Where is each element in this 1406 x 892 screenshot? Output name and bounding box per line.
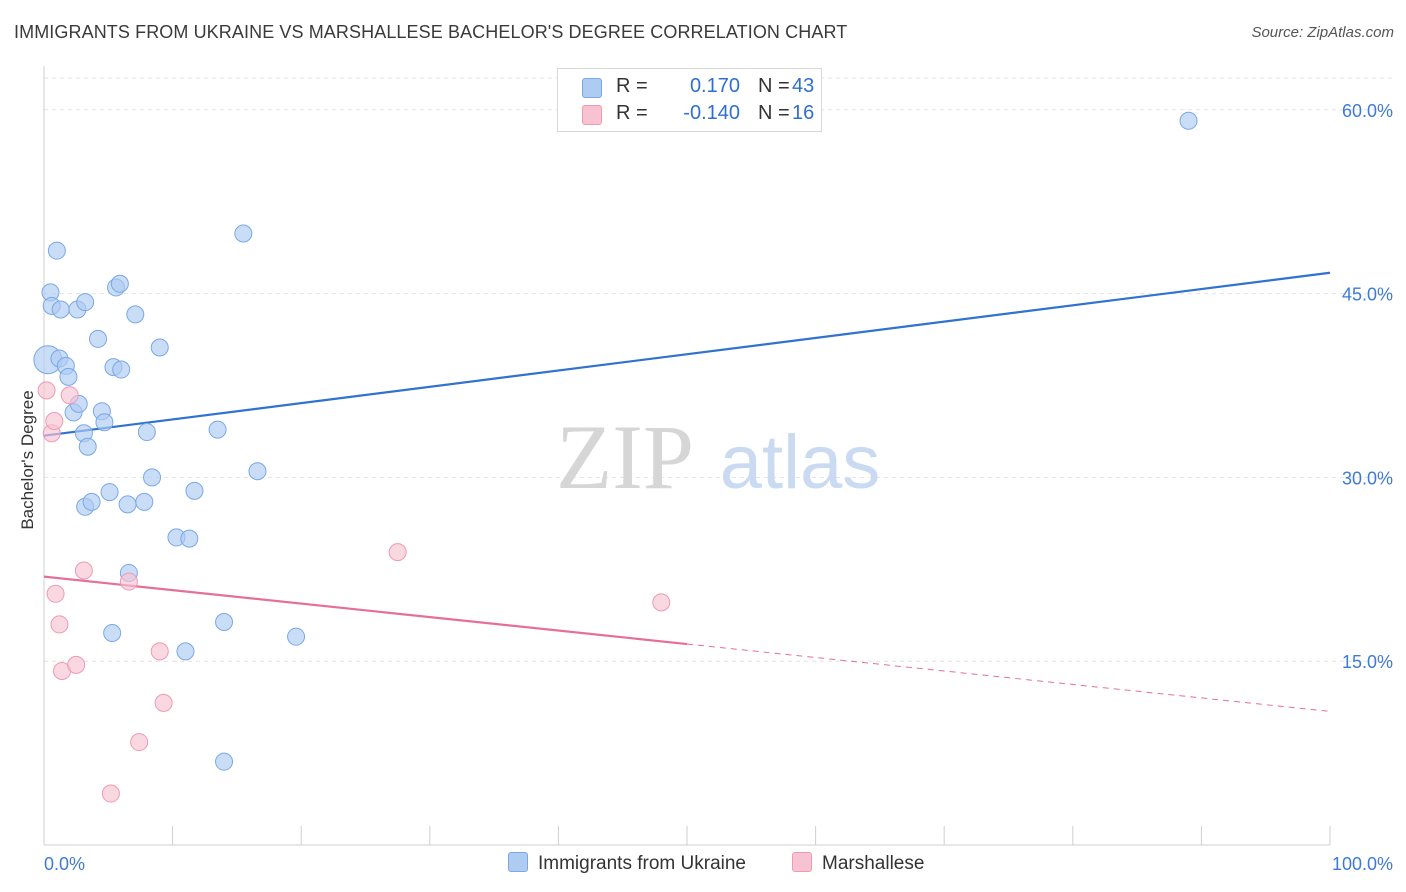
y-tick-label: 15.0%	[1342, 652, 1393, 672]
legend-r-value: -0.140	[683, 102, 740, 124]
data-point-ukraine	[103, 624, 122, 643]
bottom-legend-swatch-ukraine	[508, 852, 528, 872]
data-point-ukraine	[51, 300, 70, 319]
data-point-ukraine	[248, 462, 267, 481]
data-point-ukraine	[185, 481, 204, 500]
chart-title: IMMIGRANTS FROM UKRAINE VS MARSHALLESE B…	[14, 22, 848, 42]
data-point-marshallese	[150, 642, 169, 661]
legend-r-value: 0.170	[689, 75, 740, 97]
data-point-marshallese	[74, 561, 93, 580]
data-point-ukraine	[135, 492, 154, 511]
data-point-marshallese	[60, 386, 79, 405]
data-point-marshallese	[67, 655, 86, 674]
data-point-marshallese	[37, 381, 56, 400]
trend-layer	[43, 271, 1331, 712]
data-point-ukraine	[180, 529, 199, 548]
grid-layer	[44, 77, 1394, 662]
points-layer	[33, 111, 1198, 803]
legend-swatch-ukraine	[582, 78, 602, 98]
data-point-marshallese	[45, 412, 64, 431]
legend-n-label: N =	[758, 102, 790, 124]
data-point-ukraine	[215, 752, 234, 771]
data-point-ukraine	[234, 224, 253, 243]
y-axis-label: Bachelor's Degree	[18, 390, 37, 530]
data-point-ukraine	[76, 293, 95, 312]
data-point-ukraine	[47, 241, 66, 260]
data-point-marshallese	[130, 733, 149, 752]
bottom-legend-label-ukraine: Immigrants from Ukraine	[538, 853, 746, 874]
data-point-marshallese	[154, 693, 173, 712]
bottom-legend-swatch-marshallese	[792, 852, 812, 872]
data-point-marshallese	[652, 593, 671, 612]
data-point-ukraine	[215, 612, 234, 631]
data-point-ukraine	[89, 329, 108, 348]
x-tick-label: 100.0%	[1332, 854, 1393, 874]
legend-n-value: 16	[792, 102, 815, 124]
bottom-legend-ukraine: Immigrants from Ukraine	[508, 852, 746, 875]
trend-line-extension-marshallese	[686, 643, 1331, 712]
legend-n-value: 43	[792, 75, 815, 97]
watermark-atlas: atlas	[720, 420, 881, 505]
data-point-ukraine	[78, 437, 97, 456]
trend-line-ukraine	[43, 271, 1331, 437]
correlation-legend: R = 0.170 N = 43 R = -0.140 N = 16	[557, 68, 822, 132]
y-tick-label: 60.0%	[1342, 101, 1393, 121]
data-point-ukraine	[59, 367, 78, 386]
axes-layer	[43, 66, 1331, 846]
data-point-ukraine	[137, 423, 156, 442]
source-label: Source: ZipAtlas.com	[1251, 24, 1394, 41]
data-point-ukraine	[150, 338, 169, 357]
bottom-legend-marshallese: Marshallese	[792, 852, 924, 875]
data-point-ukraine	[100, 483, 119, 502]
y-tick-label: 45.0%	[1342, 285, 1393, 305]
data-point-ukraine	[208, 420, 227, 439]
data-point-ukraine	[110, 274, 129, 293]
y-tick-label: 30.0%	[1342, 468, 1393, 488]
labels-layer: 15.0% 30.0% 45.0% 60.0% 0.0% 100.0%	[44, 101, 1393, 874]
data-point-ukraine	[287, 627, 306, 646]
data-point-marshallese	[101, 784, 120, 803]
legend-swatch-marshallese	[582, 105, 602, 125]
legend-r-label: R =	[616, 75, 648, 97]
data-point-ukraine	[118, 495, 137, 514]
bottom-legend-label-marshallese: Marshallese	[822, 853, 925, 874]
data-point-marshallese	[50, 615, 69, 634]
data-point-ukraine	[1179, 111, 1198, 130]
trend-line-marshallese	[43, 575, 688, 646]
x-tick-label: 0.0%	[44, 854, 85, 874]
watermark-zip: ZIP	[556, 406, 694, 508]
data-point-marshallese	[388, 543, 407, 562]
data-point-ukraine	[95, 413, 114, 432]
data-point-ukraine	[112, 360, 131, 379]
data-point-marshallese	[46, 584, 65, 603]
data-point-ukraine	[126, 305, 145, 324]
legend-n-label: N =	[758, 75, 790, 97]
data-point-marshallese	[119, 572, 138, 591]
legend-r-label: R =	[616, 102, 648, 124]
data-point-ukraine	[82, 492, 101, 511]
data-point-ukraine	[143, 468, 162, 487]
data-point-ukraine	[176, 642, 195, 661]
